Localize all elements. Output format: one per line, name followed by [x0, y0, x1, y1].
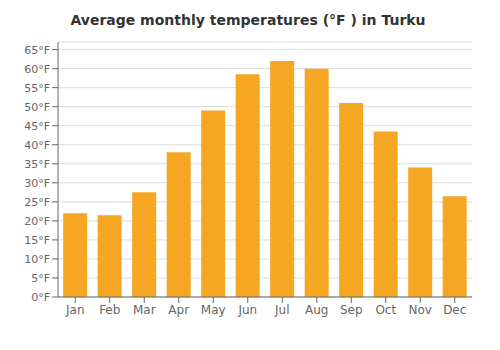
svg-text:5°F: 5°F: [31, 272, 50, 285]
svg-text:30°F: 30°F: [24, 177, 50, 190]
svg-text:0°F: 0°F: [31, 291, 50, 304]
svg-text:10°F: 10°F: [24, 253, 50, 266]
svg-text:May: May: [201, 303, 226, 317]
svg-text:Apr: Apr: [168, 303, 189, 317]
svg-text:Dec: Dec: [443, 303, 466, 317]
svg-text:65°F: 65°F: [24, 44, 50, 57]
svg-text:Sep: Sep: [340, 303, 363, 317]
svg-text:25°F: 25°F: [24, 196, 50, 209]
svg-text:Feb: Feb: [99, 303, 120, 317]
svg-text:35°F: 35°F: [24, 158, 50, 171]
svg-text:Nov: Nov: [409, 303, 432, 317]
svg-text:Jun: Jun: [237, 303, 257, 317]
html-text:Average monthly temperatures (: Average monthly temperatures (°F ) in Tu…: [70, 12, 426, 28]
svg-text:60°F: 60°F: [24, 63, 50, 76]
svg-text:40°F: 40°F: [24, 139, 50, 152]
svg-text:50°F: 50°F: [24, 101, 50, 114]
svg-text:Mar: Mar: [133, 303, 156, 317]
svg-text:Jan: Jan: [65, 303, 85, 317]
svg-text:Jul: Jul: [274, 303, 289, 317]
svg-text:45°F: 45°F: [24, 120, 50, 133]
svg-text:Aug: Aug: [305, 303, 328, 317]
svg-text:55°F: 55°F: [24, 82, 50, 95]
svg-text:Oct: Oct: [375, 303, 396, 317]
svg-text:15°F: 15°F: [24, 234, 50, 247]
svg-text:20°F: 20°F: [24, 215, 50, 228]
